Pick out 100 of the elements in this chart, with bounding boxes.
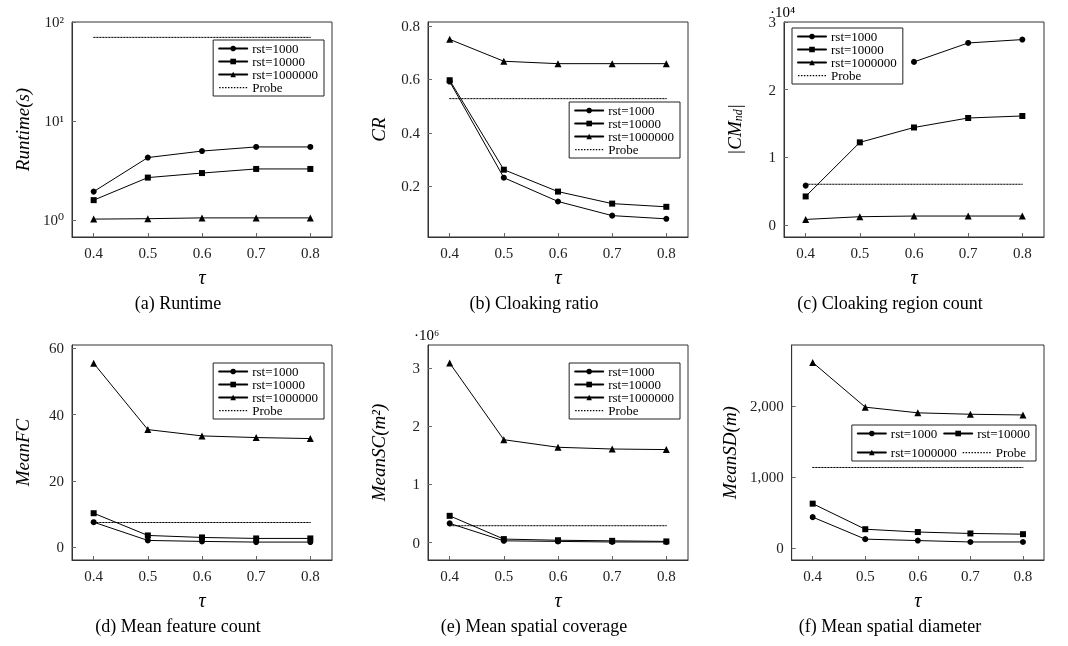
legend-label: Probe [831, 68, 862, 83]
x-tick-label: 0.6 [908, 567, 928, 584]
point [500, 57, 508, 65]
legend-label: rst=1000000 [252, 67, 319, 82]
point [1019, 36, 1026, 43]
point [1019, 112, 1026, 119]
text: (c) Cloaking region count [797, 293, 983, 314]
point [609, 212, 616, 219]
point [253, 143, 260, 150]
point [862, 536, 869, 543]
x-tick-label: 0.5 [138, 567, 158, 584]
point [911, 58, 917, 65]
point [809, 500, 816, 507]
y-tick-label: 10¹ [44, 113, 64, 130]
point [90, 359, 98, 367]
legend-label: rst=10000 [831, 42, 884, 57]
x-tick-label: 0.4 [84, 244, 104, 261]
point [446, 512, 453, 519]
point [198, 432, 206, 440]
point [90, 197, 97, 204]
point [253, 535, 260, 542]
y-tick-label: 2 [768, 81, 776, 98]
x-tick-label: 0.8 [1012, 244, 1032, 261]
point [199, 534, 205, 541]
x-tick-label: 0.8 [656, 567, 676, 584]
legend-label: Probe [252, 403, 283, 418]
x-tick-label: 0.6 [192, 567, 212, 584]
y-tick-label: 3 [412, 360, 420, 377]
point [253, 165, 260, 172]
y-axis-title: MeanSD(m) [719, 406, 741, 500]
point [965, 39, 972, 46]
y-tick-label: 0.8 [401, 18, 420, 35]
point [608, 445, 616, 453]
point [609, 200, 616, 207]
legend-label: rst=1000 [831, 29, 878, 44]
point [910, 212, 918, 220]
point [446, 520, 453, 527]
legend-label: rst=1000000 [252, 390, 319, 405]
point [967, 538, 974, 545]
text: (f) Mean spatial diameter [798, 616, 982, 637]
legend-label: rst=1000 [252, 364, 299, 379]
legend-label: rst=10000 [608, 116, 662, 131]
y-tick-label: 0 [56, 539, 64, 556]
point [914, 537, 921, 544]
x-tick-label: 0.8 [656, 244, 676, 261]
x-tick-label: 0.4 [440, 244, 460, 261]
y-tick-label: 2,000 [749, 398, 784, 415]
x-axis-title: τ [914, 589, 923, 611]
point [663, 215, 670, 222]
x-tick-label: 0.6 [548, 567, 568, 584]
point [662, 60, 670, 68]
text: ·10⁶ [414, 326, 440, 343]
y-tick-label: 20 [49, 473, 64, 490]
x-tick-label: 0.5 [494, 567, 514, 584]
legend-label: Probe [252, 80, 283, 95]
point [911, 124, 917, 131]
x-tick-label: 0.5 [850, 244, 870, 261]
y-tick-label: 0.6 [401, 71, 421, 88]
point [809, 514, 816, 521]
y-tick-label: 10² [44, 14, 65, 30]
x-axis-title: τ [198, 589, 207, 611]
x-tick-label: 0.4 [440, 567, 460, 584]
x-axis-title: τ [554, 266, 563, 288]
point [1019, 531, 1026, 538]
point [856, 139, 863, 146]
x-axis-title: τ [554, 589, 563, 611]
point [555, 198, 561, 205]
legend-label: Probe [995, 445, 1027, 460]
y-tick-label: 0.4 [401, 124, 421, 141]
point [144, 537, 151, 544]
point [306, 435, 314, 443]
point [861, 403, 869, 411]
y-axis-title: |CMnd| [723, 104, 745, 155]
point [500, 166, 507, 173]
legend-label: rst=1000 [890, 426, 938, 441]
legend-label: rst=10000 [252, 377, 306, 392]
point [500, 174, 507, 181]
point [1018, 212, 1026, 220]
point [914, 529, 921, 536]
point [802, 193, 809, 200]
point [809, 358, 817, 366]
text: (a) Runtime [134, 293, 222, 314]
point [199, 170, 205, 177]
x-axis-title: τ [198, 266, 207, 288]
legend-label: rst=1000000 [890, 445, 957, 460]
text: (e) Mean spatial coverage [440, 616, 628, 637]
point [802, 215, 810, 223]
legend-label: Probe [608, 142, 639, 157]
y-tick-label: 10⁰ [42, 212, 64, 229]
point [554, 443, 562, 451]
x-tick-label: 0.7 [602, 567, 623, 584]
point [663, 203, 670, 210]
point [90, 215, 98, 223]
point [307, 165, 314, 172]
y-axis-title: MeanFC [12, 418, 33, 488]
x-tick-label: 0.6 [548, 244, 568, 261]
point [90, 510, 97, 517]
point [144, 154, 151, 161]
point [252, 434, 260, 442]
x-tick-label: 0.6 [192, 244, 212, 261]
